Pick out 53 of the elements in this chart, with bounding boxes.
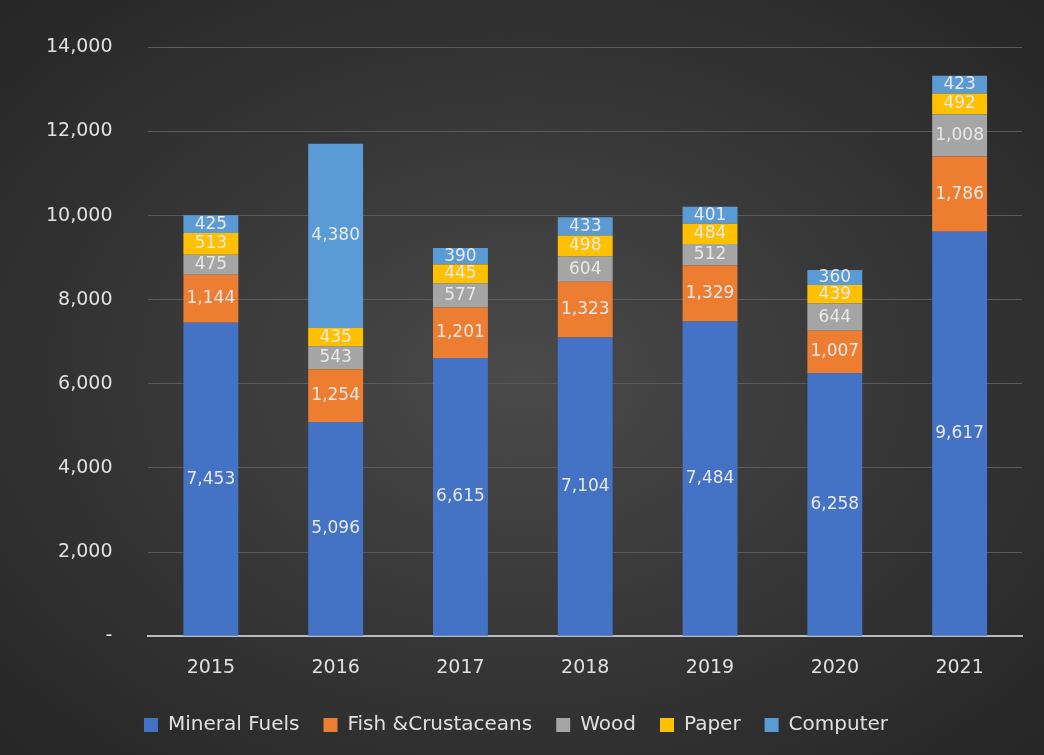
data-label: 644 <box>818 305 852 326</box>
y-tick-label: 14,000 <box>46 34 113 57</box>
x-tick-label: 2018 <box>561 654 610 677</box>
y-tick-label: 4,000 <box>58 454 113 477</box>
data-label: 425 <box>194 212 228 233</box>
data-label: 6,615 <box>436 485 485 506</box>
x-tick-label: 2021 <box>935 654 984 677</box>
y-tick-label: 6,000 <box>58 370 113 393</box>
y-tick-label: - <box>105 623 113 646</box>
data-label: 543 <box>319 346 352 367</box>
data-label: 1,007 <box>810 340 860 361</box>
data-label: 401 <box>693 203 727 224</box>
y-tick-label: 8,000 <box>58 286 113 309</box>
data-label: 435 <box>319 325 352 346</box>
data-label: 1,786 <box>935 182 984 203</box>
data-label: 390 <box>444 244 477 265</box>
data-label: 1,254 <box>311 383 360 404</box>
data-label: 7,453 <box>186 467 236 488</box>
data-label: 433 <box>569 214 602 235</box>
data-label: 512 <box>693 243 727 264</box>
data-label: 4,380 <box>311 224 360 245</box>
x-tick-label: 2017 <box>436 654 485 677</box>
data-label: 9,617 <box>935 422 984 443</box>
data-label: 475 <box>194 253 228 274</box>
legend-label: Paper <box>683 711 742 736</box>
data-label: 604 <box>569 257 602 278</box>
legend-label: Computer <box>788 711 889 736</box>
data-label: 6,258 <box>810 492 860 513</box>
legend-label: Wood <box>580 711 636 736</box>
data-label: 498 <box>569 234 602 255</box>
data-label: 1,201 <box>436 321 485 342</box>
x-tick-label: 2020 <box>810 654 859 677</box>
data-label: 1,329 <box>685 281 735 302</box>
data-label: 1,323 <box>560 298 610 319</box>
data-label: 513 <box>194 232 228 253</box>
data-label: 492 <box>943 92 976 113</box>
data-label: 423 <box>943 73 976 94</box>
x-tick-label: 2016 <box>311 654 360 677</box>
data-label: 445 <box>444 262 477 283</box>
y-tick-label: 2,000 <box>58 539 113 562</box>
data-label: 577 <box>444 283 477 304</box>
data-label: 7,484 <box>685 466 735 487</box>
data-label: 1,144 <box>186 287 236 308</box>
data-label: 484 <box>693 222 727 243</box>
data-label: 5,096 <box>311 517 360 538</box>
y-tick-label: 12,000 <box>46 118 113 141</box>
x-tick-label: 2015 <box>186 654 236 677</box>
x-tick-label: 2019 <box>685 654 735 677</box>
data-label: 7,104 <box>560 474 610 495</box>
legend-label: Mineral Fuels <box>167 711 300 736</box>
data-label: 1,008 <box>935 123 984 144</box>
legend-label: Fish &Crustaceans <box>347 711 533 736</box>
y-tick-label: 10,000 <box>46 202 113 225</box>
